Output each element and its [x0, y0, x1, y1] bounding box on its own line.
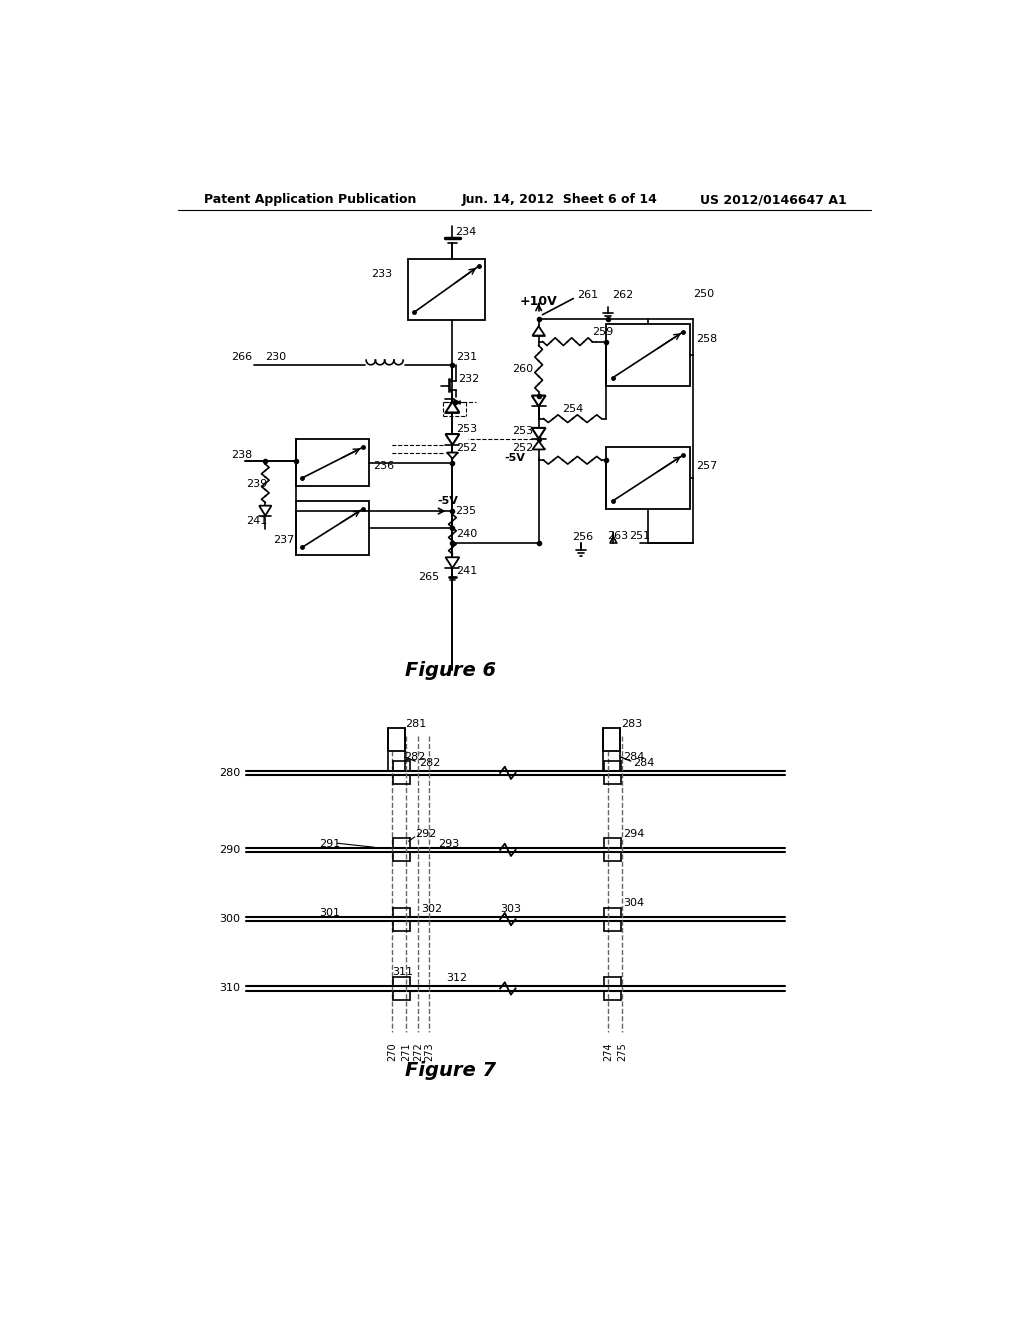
Text: 303: 303	[500, 904, 521, 915]
Text: 257: 257	[695, 462, 717, 471]
Text: 253: 253	[512, 426, 532, 436]
Text: 302: 302	[422, 904, 442, 915]
Bar	[606, 447, 689, 508]
Text: 240: 240	[457, 529, 477, 539]
Polygon shape	[531, 428, 546, 438]
Text: -5V: -5V	[437, 496, 458, 506]
Text: -5V: -5V	[504, 453, 525, 463]
Text: 256: 256	[571, 532, 593, 543]
Text: 291: 291	[319, 838, 340, 849]
Text: 261: 261	[578, 290, 598, 301]
Text: 238: 238	[230, 450, 252, 459]
Polygon shape	[445, 557, 460, 568]
Text: 284: 284	[624, 751, 645, 762]
Text: 263: 263	[607, 531, 629, 541]
Polygon shape	[445, 434, 460, 445]
Polygon shape	[532, 441, 545, 449]
Text: 300: 300	[219, 915, 240, 924]
Text: 290: 290	[219, 845, 241, 855]
Text: 254: 254	[562, 404, 583, 414]
Text: 251: 251	[629, 531, 650, 541]
Text: 241: 241	[457, 566, 477, 576]
Text: 252: 252	[457, 444, 477, 453]
Bar	[296, 502, 370, 554]
Text: 259: 259	[593, 327, 613, 338]
Bar	[408, 259, 484, 321]
Text: 270: 270	[387, 1043, 397, 1061]
Text: 231: 231	[457, 352, 477, 362]
Text: 233: 233	[371, 269, 392, 279]
Text: Patent Application Publication: Patent Application Publication	[204, 194, 416, 206]
Bar	[296, 440, 370, 486]
Text: 266: 266	[230, 352, 252, 362]
Text: Jun. 14, 2012  Sheet 6 of 14: Jun. 14, 2012 Sheet 6 of 14	[462, 194, 657, 206]
Text: 282: 282	[419, 758, 440, 768]
Text: 234: 234	[456, 227, 477, 236]
Text: Figure 6: Figure 6	[404, 661, 496, 680]
Text: Figure 7: Figure 7	[404, 1061, 496, 1080]
Text: 274: 274	[603, 1043, 613, 1061]
Text: 301: 301	[319, 908, 340, 917]
Text: 250: 250	[692, 289, 714, 298]
Text: 265: 265	[418, 572, 439, 582]
Text: 294: 294	[624, 829, 645, 838]
Text: 230: 230	[265, 352, 287, 362]
Polygon shape	[532, 326, 545, 335]
Text: 272: 272	[413, 1043, 423, 1061]
Text: 241: 241	[246, 516, 267, 527]
Text: 281: 281	[406, 719, 427, 730]
Text: 293: 293	[438, 838, 460, 849]
Text: 280: 280	[219, 768, 241, 777]
Text: 292: 292	[416, 829, 437, 838]
Text: 260: 260	[512, 363, 532, 374]
Text: 253: 253	[457, 425, 477, 434]
Bar	[606, 323, 689, 385]
Bar	[603, 729, 621, 751]
Text: 273: 273	[424, 1043, 434, 1061]
Polygon shape	[454, 400, 460, 405]
Text: 304: 304	[624, 898, 644, 908]
Bar	[388, 729, 404, 751]
Text: 258: 258	[695, 334, 717, 345]
Text: 232: 232	[459, 375, 480, 384]
Text: 312: 312	[446, 973, 467, 983]
Text: 271: 271	[401, 1043, 412, 1061]
Polygon shape	[259, 506, 271, 516]
Text: 235: 235	[456, 506, 476, 516]
Text: 282: 282	[403, 751, 425, 762]
Text: +10V: +10V	[519, 296, 557, 308]
Text: 275: 275	[616, 1043, 627, 1061]
Polygon shape	[447, 453, 458, 459]
Text: 262: 262	[611, 290, 633, 301]
Polygon shape	[531, 396, 546, 407]
Text: 283: 283	[621, 719, 642, 730]
Text: 252: 252	[512, 444, 532, 453]
Text: 284: 284	[634, 758, 654, 768]
Text: 310: 310	[219, 983, 240, 994]
Text: 236: 236	[373, 462, 394, 471]
Text: 237: 237	[273, 535, 294, 545]
Text: US 2012/0146647 A1: US 2012/0146647 A1	[700, 194, 847, 206]
Text: 311: 311	[392, 968, 414, 977]
Polygon shape	[445, 401, 460, 412]
Text: 239: 239	[246, 479, 267, 490]
